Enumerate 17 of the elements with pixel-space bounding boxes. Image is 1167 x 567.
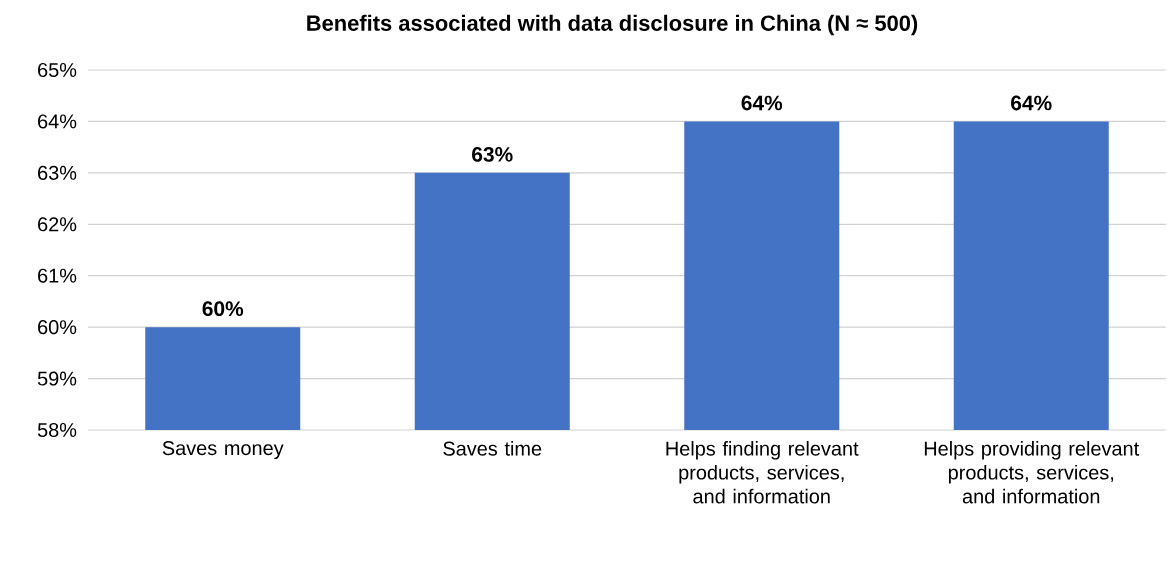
y-tick-label: 59%	[37, 371, 77, 386]
y-tick-label: 64%	[38, 114, 77, 129]
x-tick-label: Saves money	[162, 441, 284, 460]
data-label: 64%	[741, 95, 783, 111]
y-tick-label: 58%	[37, 422, 77, 438]
chart-title: Benefits associated with data disclosure in China (N ≈ 500)	[307, 14, 918, 36]
data-label: 63%	[472, 146, 513, 162]
y-tick-label: 63%	[38, 165, 77, 180]
data-label: 64%	[1011, 95, 1052, 111]
data-label: 60%	[202, 301, 244, 317]
x-tick-label: Helps providing relevant products, services, and information	[924, 441, 1140, 504]
y-tick-label: 61%	[38, 268, 77, 283]
x-tick-label: Helps finding relevant products, services, and information	[666, 441, 859, 504]
y-tick-label: 62%	[38, 217, 77, 232]
y-tick-label: 65%	[38, 62, 77, 78]
y-tick-label: 60%	[38, 320, 77, 335]
x-tick-label: Saves time	[443, 441, 542, 456]
